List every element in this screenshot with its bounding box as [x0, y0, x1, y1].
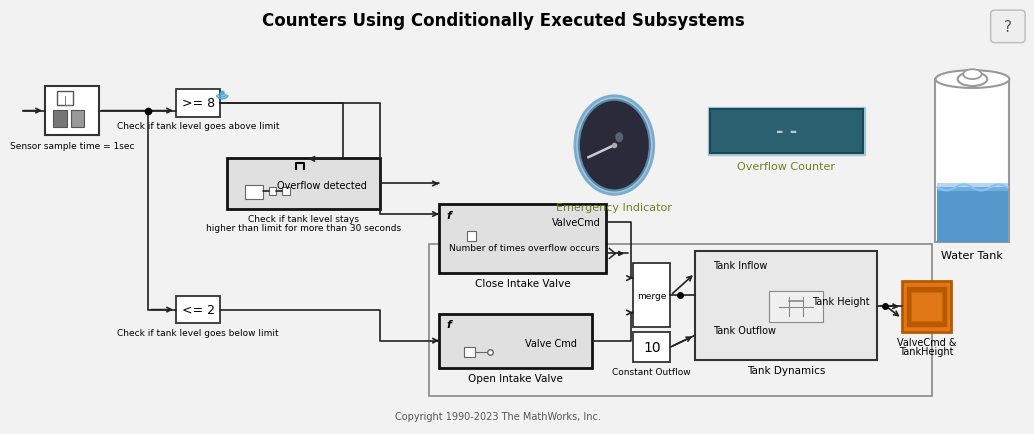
Text: Check if tank level stays: Check if tank level stays — [248, 214, 359, 224]
Ellipse shape — [957, 73, 987, 87]
Bar — [936, 80, 1009, 242]
Ellipse shape — [615, 133, 624, 143]
Text: Constant Outflow: Constant Outflow — [612, 367, 691, 376]
Text: Valve Cmd: Valve Cmd — [524, 339, 577, 348]
Bar — [633, 332, 670, 362]
Bar — [911, 292, 942, 322]
Text: - -: - - — [776, 122, 797, 141]
Text: ValveCmd &: ValveCmd & — [896, 337, 956, 347]
Bar — [57, 92, 72, 105]
Text: Open Intake Valve: Open Intake Valve — [468, 373, 562, 383]
Bar — [44, 87, 99, 136]
Bar — [633, 264, 670, 328]
Bar — [439, 314, 591, 368]
Text: higher than limit for more than 30 seconds: higher than limit for more than 30 secon… — [206, 224, 401, 232]
Bar — [695, 252, 878, 360]
Text: Close Intake Valve: Close Intake Valve — [475, 279, 571, 289]
Text: f: f — [447, 210, 452, 220]
Text: <= 2: <= 2 — [182, 303, 215, 316]
Text: 10: 10 — [643, 340, 661, 354]
FancyBboxPatch shape — [991, 11, 1025, 43]
Bar — [710, 109, 862, 154]
Bar — [70, 110, 85, 128]
Bar — [463, 347, 476, 357]
Text: Tank Outflow: Tank Outflow — [712, 326, 776, 335]
Bar — [769, 291, 823, 322]
Text: Overflow detected: Overflow detected — [277, 181, 367, 191]
Bar — [176, 296, 220, 324]
Text: Sensor sample time = 1sec: Sensor sample time = 1sec — [9, 142, 134, 151]
Text: ValveCmd: ValveCmd — [552, 217, 601, 227]
Text: merge: merge — [637, 291, 667, 300]
Text: >= 8: >= 8 — [182, 97, 215, 110]
Text: f: f — [447, 320, 452, 330]
Text: Emergency Indicator: Emergency Indicator — [556, 203, 672, 213]
Bar — [937, 188, 1008, 242]
Text: Counters Using Conditionally Executed Subsystems: Counters Using Conditionally Executed Su… — [262, 12, 744, 30]
Bar — [53, 110, 66, 128]
Bar — [466, 231, 477, 241]
Text: Tank Inflow: Tank Inflow — [712, 261, 767, 271]
Bar — [227, 158, 379, 210]
Text: Overflow Counter: Overflow Counter — [737, 161, 835, 171]
Bar — [439, 205, 607, 273]
Ellipse shape — [964, 70, 981, 80]
Bar — [282, 188, 291, 196]
Bar — [907, 287, 946, 327]
Bar — [937, 184, 1008, 192]
Bar — [708, 107, 864, 155]
Bar — [269, 188, 276, 196]
Text: Check if tank level goes above limit: Check if tank level goes above limit — [117, 122, 279, 131]
Bar — [902, 281, 951, 332]
Text: Tank Height: Tank Height — [812, 296, 870, 306]
Ellipse shape — [936, 71, 1009, 89]
Text: Water Tank: Water Tank — [942, 250, 1003, 260]
Ellipse shape — [579, 101, 649, 191]
Text: Number of times overflow occurs: Number of times overflow occurs — [449, 243, 600, 253]
Text: Check if tank level goes below limit: Check if tank level goes below limit — [117, 329, 279, 338]
Bar — [176, 90, 220, 117]
Ellipse shape — [575, 97, 653, 195]
Text: ?: ? — [1004, 20, 1012, 35]
Text: TankHeight: TankHeight — [900, 346, 954, 356]
Text: Tank Dynamics: Tank Dynamics — [747, 365, 825, 375]
Text: Copyright 1990-2023 The MathWorks, Inc.: Copyright 1990-2023 The MathWorks, Inc. — [395, 411, 601, 421]
Bar — [429, 244, 932, 396]
Bar — [245, 186, 263, 200]
